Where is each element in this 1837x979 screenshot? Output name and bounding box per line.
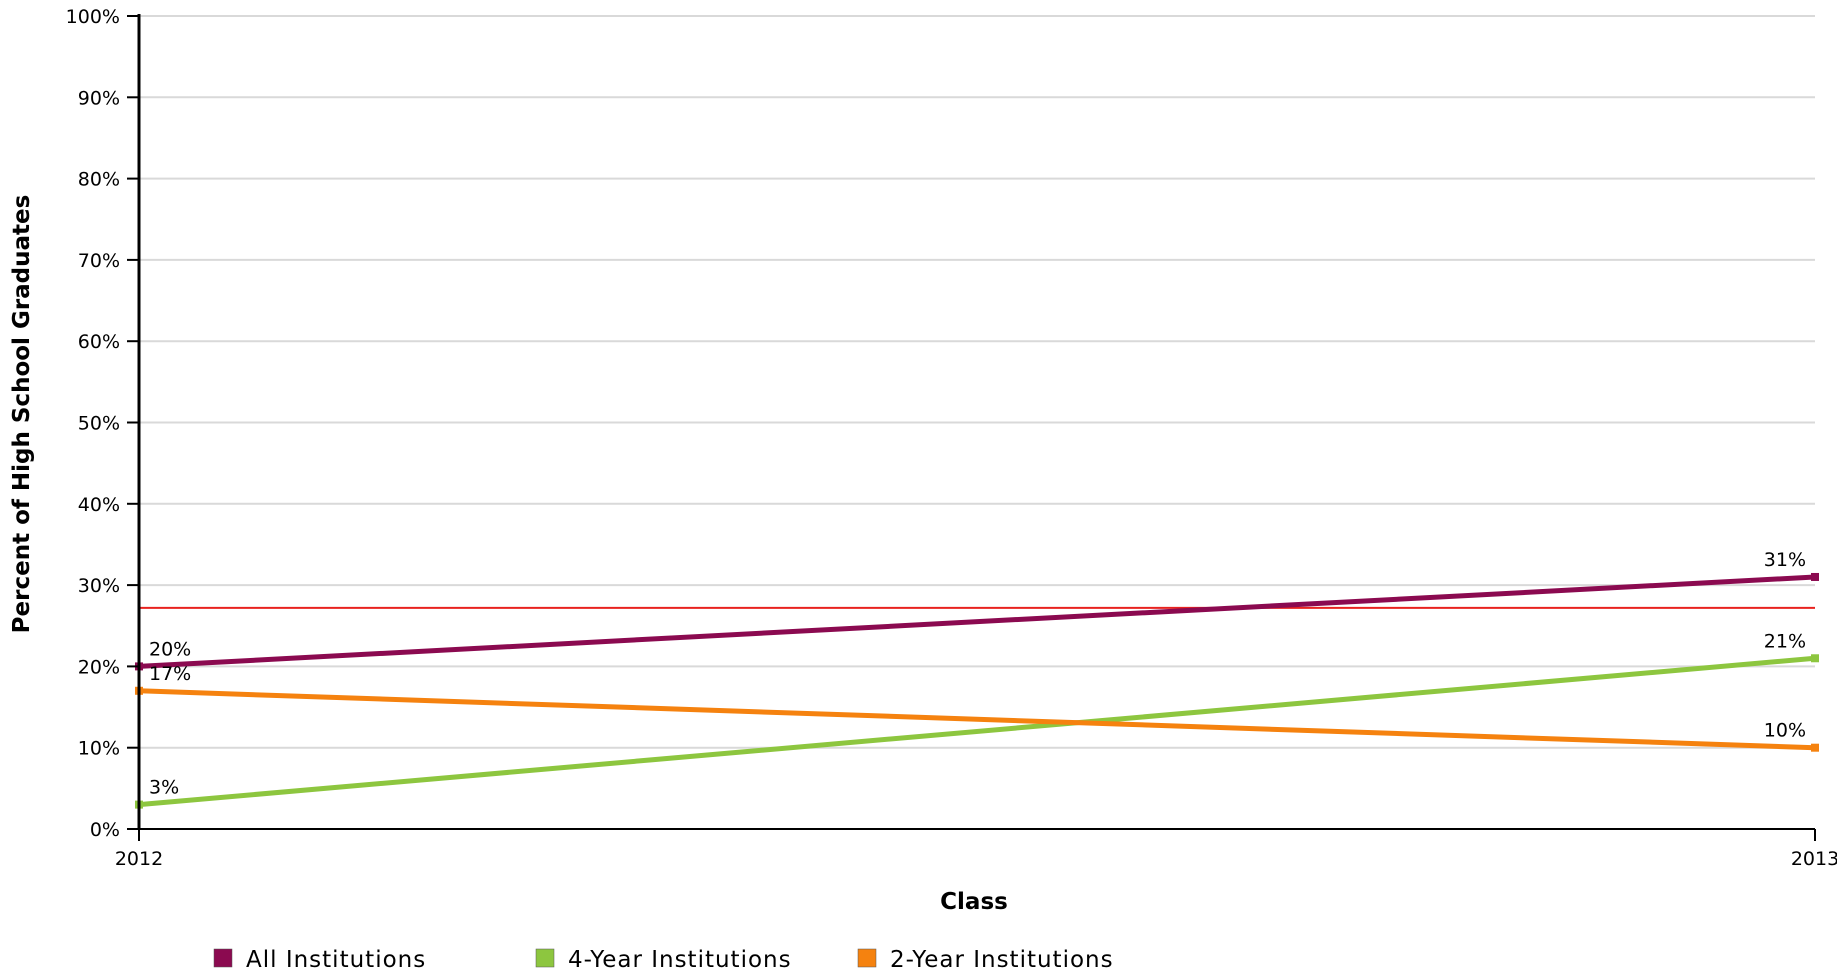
legend-item: 2-Year Institutions [857,947,1114,973]
y-tick-label: 50% [78,413,120,435]
legend-item: All Institutions [213,947,426,973]
legend-swatch [857,948,877,968]
series-layer [135,572,1819,809]
data-label: 10% [1764,720,1806,742]
legend-swatch [535,948,555,968]
x-tick-label: 2013 [1791,848,1837,870]
legend-label: 4-Year Institutions [568,947,792,973]
series-line [138,655,1816,808]
data-label: 20% [149,638,191,660]
series-line [138,574,1816,669]
y-tick-label: 40% [78,494,120,516]
legend: All Institutions 4-Year Institutions 2-Yea… [213,947,1114,973]
data-point [1811,572,1819,581]
data-point [1811,743,1819,752]
y-tick-label: 90% [78,87,120,109]
axes: 0% 10% 20% 30% 40% 50% 60% 70% 80% 90% 100% 2012 201… [66,6,1837,870]
y-tick-label: 30% [78,575,120,597]
y-tick-label: 70% [78,250,120,272]
x-axis-title: Class [940,889,1008,915]
data-labels: 20% 31% 3% 21% 17% 10% [149,549,1806,799]
y-tick-label: 80% [78,169,120,191]
y-tick-label: 0% [90,819,120,841]
data-label: 17% [149,663,191,685]
y-tick-label: 60% [78,331,120,353]
data-point [1811,654,1819,663]
data-label: 31% [1764,549,1806,571]
y-axis-title: Percent of High School Graduates [9,195,35,634]
data-label: 3% [149,777,179,799]
gridlines [139,15,1815,749]
legend-swatch [213,948,233,968]
y-tick-label: 20% [78,656,120,678]
legend-label: All Institutions [246,947,426,973]
series-line [138,688,1816,751]
data-label: 21% [1764,630,1806,652]
y-tick-label: 10% [78,738,120,760]
y-tick-label: 100% [66,6,120,28]
legend-label: 2-Year Institutions [890,947,1114,973]
x-tick-label: 2012 [115,848,163,870]
legend-item: 4-Year Institutions [535,947,792,973]
